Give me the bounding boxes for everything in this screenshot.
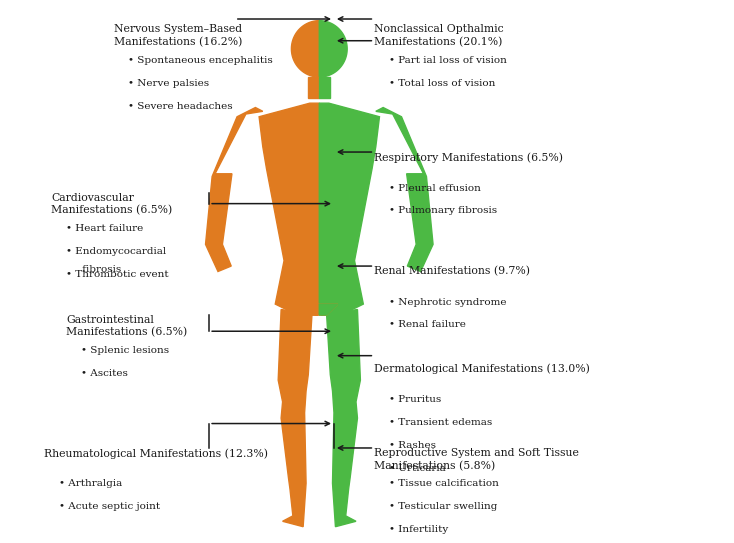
Text: Nervous System–Based
Manifestations (16.2%): Nervous System–Based Manifestations (16.… xyxy=(114,24,242,47)
Polygon shape xyxy=(278,310,318,527)
Text: Reproductive System and Soft Tissue
Manifestations (5.8%): Reproductive System and Soft Tissue Mani… xyxy=(374,448,579,471)
Text: Rheumatological Manifestations (12.3%): Rheumatological Manifestations (12.3%) xyxy=(44,448,268,458)
Text: • Arthralgia: • Arthralgia xyxy=(59,479,122,489)
Polygon shape xyxy=(301,304,338,315)
Text: • Pulmonary fibrosis: • Pulmonary fibrosis xyxy=(389,206,497,216)
Polygon shape xyxy=(206,108,263,272)
Text: Nonclassical Opthalmic
Manifestations (20.1%): Nonclassical Opthalmic Manifestations (2… xyxy=(374,24,504,47)
Text: fibrosis: fibrosis xyxy=(66,266,121,274)
Text: • Thrombotic event: • Thrombotic event xyxy=(66,270,169,279)
Text: • Splenic lesions: • Splenic lesions xyxy=(81,346,169,356)
Polygon shape xyxy=(319,77,330,98)
Text: • Transient edemas: • Transient edemas xyxy=(389,418,493,427)
Text: • Pruritus: • Pruritus xyxy=(389,395,441,405)
Text: • Total loss of vision: • Total loss of vision xyxy=(389,79,495,88)
Text: • Urticaria: • Urticaria xyxy=(389,464,446,473)
Text: • Acute septic joint: • Acute septic joint xyxy=(59,502,160,512)
Text: • Nephrotic syndrome: • Nephrotic syndrome xyxy=(389,298,506,307)
Polygon shape xyxy=(259,103,319,315)
Text: • Infertility: • Infertility xyxy=(389,525,448,534)
Text: Renal Manifestations (9.7%): Renal Manifestations (9.7%) xyxy=(374,266,531,276)
Text: Dermatological Manifestations (13.0%): Dermatological Manifestations (13.0%) xyxy=(374,364,590,374)
Polygon shape xyxy=(321,310,360,527)
Text: • Heart failure: • Heart failure xyxy=(66,224,143,233)
Polygon shape xyxy=(291,21,319,77)
Text: • Tissue calcification: • Tissue calcification xyxy=(389,479,499,489)
Polygon shape xyxy=(308,77,319,98)
Text: Cardiovascular
Manifestations (6.5%): Cardiovascular Manifestations (6.5%) xyxy=(51,193,172,216)
Text: • Spontaneous encephalitis: • Spontaneous encephalitis xyxy=(128,56,273,65)
Polygon shape xyxy=(376,108,433,272)
Polygon shape xyxy=(319,103,379,315)
Text: • Pleural effusion: • Pleural effusion xyxy=(389,184,481,193)
Polygon shape xyxy=(319,21,347,77)
Text: • Testicular swelling: • Testicular swelling xyxy=(389,502,498,512)
Polygon shape xyxy=(319,304,338,315)
Text: • Rashes: • Rashes xyxy=(389,441,436,450)
Text: Respiratory Manifestations (6.5%): Respiratory Manifestations (6.5%) xyxy=(374,152,563,162)
Text: Gastrointestinal
Manifestations (6.5%): Gastrointestinal Manifestations (6.5%) xyxy=(66,315,187,338)
Text: • Endomycocardial: • Endomycocardial xyxy=(66,247,167,256)
Text: • Severe headaches: • Severe headaches xyxy=(128,102,233,111)
Text: • Ascites: • Ascites xyxy=(81,369,128,378)
Text: • Part ial loss of vision: • Part ial loss of vision xyxy=(389,56,507,65)
Text: • Nerve palsies: • Nerve palsies xyxy=(128,79,210,88)
Text: • Renal failure: • Renal failure xyxy=(389,320,466,330)
